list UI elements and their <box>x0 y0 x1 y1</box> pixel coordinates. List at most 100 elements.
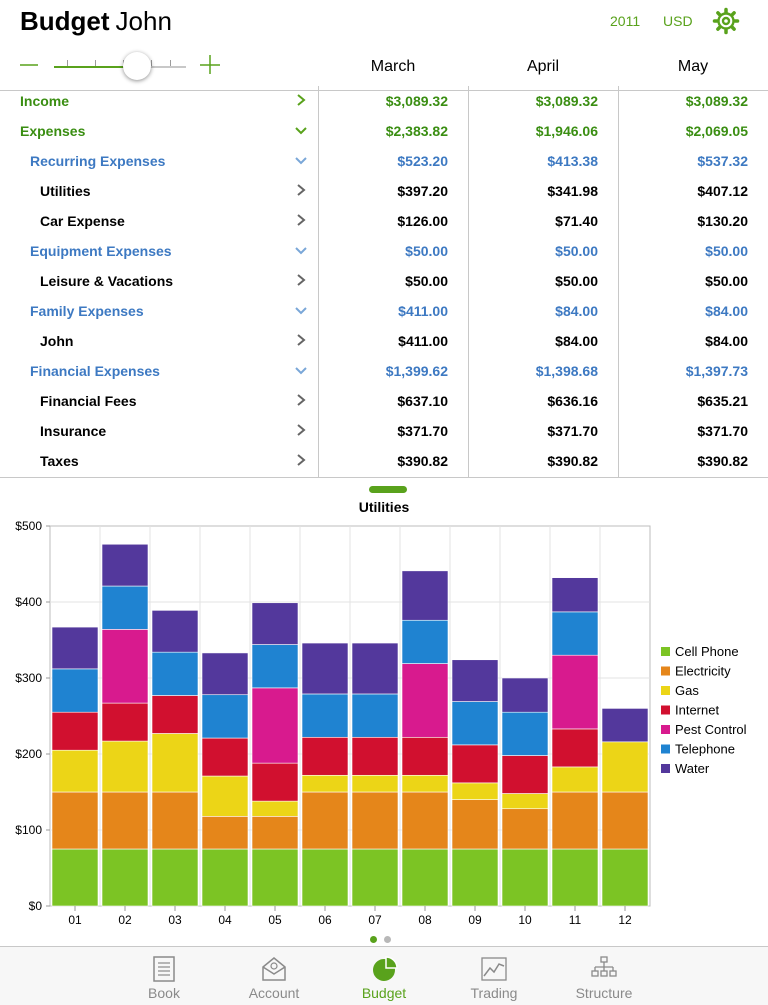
table-row[interactable]: Insurance $371.70 $371.70 $371.70 <box>0 416 768 446</box>
x-tick-label: 02 <box>118 913 132 927</box>
x-tick-label: 07 <box>368 913 382 927</box>
column-divider <box>618 86 619 478</box>
bar-segment <box>501 793 549 810</box>
x-tick-label: 03 <box>168 913 182 927</box>
tab-trading[interactable]: Trading <box>446 947 542 1005</box>
chevron-right-icon[interactable] <box>294 92 308 108</box>
bar-segment <box>51 711 99 751</box>
month-header: March <box>370 58 416 75</box>
legend-swatch <box>661 744 670 754</box>
tab-structure[interactable]: Structure <box>556 947 652 1005</box>
chart-title: Utilities <box>359 499 410 515</box>
bar-segment <box>51 749 99 793</box>
bar-segment <box>101 740 149 793</box>
bar-segment <box>451 848 499 907</box>
bar-segment <box>351 791 399 850</box>
chevron-down-icon[interactable] <box>294 362 308 378</box>
bar-segment <box>401 736 449 776</box>
zoom-in-icon[interactable] <box>200 54 220 74</box>
account-icon <box>262 957 286 981</box>
table-row[interactable]: Family Expenses $411.00 $84.00 $84.00 <box>0 296 768 326</box>
chevron-right-icon[interactable] <box>294 332 308 348</box>
y-tick-label: $200 <box>15 747 42 761</box>
row-value: $50.00 <box>405 273 448 289</box>
row-label: Recurring Expenses <box>30 153 166 169</box>
chevron-right-icon[interactable] <box>294 422 308 438</box>
chevron-right-icon[interactable] <box>294 272 308 288</box>
legend-label: Water <box>675 761 710 776</box>
bar-segment <box>151 733 199 793</box>
bar-segment <box>301 736 349 776</box>
bar-segment <box>201 652 249 696</box>
zoom-tick <box>170 60 171 66</box>
row-value: $3,089.32 <box>385 93 448 109</box>
bar-segment <box>251 687 299 764</box>
row-value: $50.00 <box>555 243 598 259</box>
chevron-down-icon[interactable] <box>294 302 308 318</box>
table-row[interactable]: Equipment Expenses $50.00 $50.00 $50.00 <box>0 236 768 266</box>
table-row[interactable]: Taxes $390.82 $390.82 $390.82 <box>0 446 768 476</box>
x-tick-label: 09 <box>468 913 482 927</box>
tab-budget[interactable]: Budget <box>336 947 432 1005</box>
row-value: $407.12 <box>697 183 748 199</box>
zoom-slider-fill <box>54 66 136 68</box>
legend-swatch <box>661 764 670 773</box>
row-value: $397.20 <box>397 183 448 199</box>
currency-selector[interactable]: USD <box>663 13 693 29</box>
table-row[interactable]: Car Expense $126.00 $71.40 $130.20 <box>0 206 768 236</box>
table-row[interactable]: Expenses $2,383.82 $1,946.06 $2,069.05 <box>0 116 768 146</box>
bar-segment <box>251 762 299 802</box>
tab-account[interactable]: Account <box>226 947 322 1005</box>
bar-segment <box>351 736 399 776</box>
bar-segment <box>151 695 199 734</box>
split-drag-handle[interactable] <box>369 486 407 493</box>
chevron-down-icon[interactable] <box>294 152 308 168</box>
row-value: $390.82 <box>397 453 448 469</box>
bar-segment <box>251 816 299 850</box>
chevron-right-icon[interactable] <box>294 182 308 198</box>
table-row[interactable]: Utilities $397.20 $341.98 $407.12 <box>0 176 768 206</box>
gear-icon[interactable] <box>712 7 740 35</box>
bar-segment <box>151 610 199 653</box>
zoom-slider[interactable] <box>54 66 186 68</box>
bar-segment <box>301 774 349 793</box>
table-row[interactable]: Income $3,089.32 $3,089.32 $3,089.32 <box>0 86 768 116</box>
bar-segment <box>301 642 349 695</box>
zoom-slider-thumb[interactable] <box>123 52 151 80</box>
row-label: Financial Fees <box>40 393 137 409</box>
row-value: $390.82 <box>697 453 748 469</box>
chevron-down-icon[interactable] <box>294 242 308 258</box>
page-indicator[interactable] <box>370 930 398 948</box>
table-row[interactable]: John $411.00 $84.00 $84.00 <box>0 326 768 356</box>
page-dot[interactable] <box>384 936 391 943</box>
tab-book[interactable]: Book <box>116 947 212 1005</box>
chevron-down-icon[interactable] <box>294 122 308 138</box>
bar-segment <box>551 611 599 656</box>
table-row[interactable]: Leisure & Vacations $50.00 $50.00 $50.00 <box>0 266 768 296</box>
table-row[interactable]: Financial Fees $637.10 $636.16 $635.21 <box>0 386 768 416</box>
chevron-right-icon[interactable] <box>294 212 308 228</box>
bar-segment <box>201 737 249 777</box>
chevron-right-icon[interactable] <box>294 392 308 408</box>
row-value: $84.00 <box>705 333 748 349</box>
chevron-right-icon[interactable] <box>294 452 308 468</box>
bar-segment <box>201 694 249 739</box>
table-row[interactable]: Recurring Expenses $523.20 $413.38 $537.32 <box>0 146 768 176</box>
bar-segment <box>601 708 649 743</box>
page-title: Budget John <box>20 6 172 37</box>
bar-segment <box>101 629 149 704</box>
row-value: $2,383.82 <box>385 123 448 139</box>
tab-label: Book <box>148 985 180 1001</box>
bar-segment <box>501 848 549 907</box>
bar-segment <box>251 848 299 907</box>
year-selector[interactable]: 2011 <box>610 13 641 29</box>
y-tick-label: $300 <box>15 671 42 685</box>
zoom-row: March April May <box>0 42 768 91</box>
table-row[interactable]: Financial Expenses $1,399.62 $1,398.68 $1,3… <box>0 356 768 386</box>
bar-segment <box>401 619 449 664</box>
page-dot-active[interactable] <box>370 936 377 943</box>
row-value: $635.21 <box>697 393 748 409</box>
month-header: May <box>677 58 709 75</box>
title-name: John <box>115 6 172 36</box>
zoom-out-icon[interactable] <box>20 54 38 74</box>
